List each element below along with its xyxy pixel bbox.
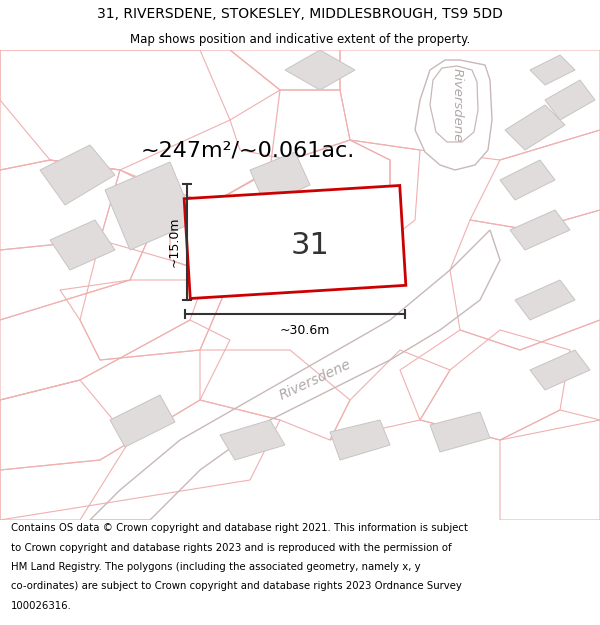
Polygon shape [505,105,565,150]
Text: Riversdene: Riversdene [277,357,353,402]
Text: co-ordinates) are subject to Crown copyright and database rights 2023 Ordnance S: co-ordinates) are subject to Crown copyr… [11,581,461,591]
Text: Map shows position and indicative extent of the property.: Map shows position and indicative extent… [130,32,470,46]
Polygon shape [515,280,575,320]
Text: ~30.6m: ~30.6m [280,324,330,336]
Polygon shape [415,60,492,170]
Text: Contains OS data © Crown copyright and database right 2021. This information is : Contains OS data © Crown copyright and d… [11,523,468,533]
Polygon shape [105,162,195,250]
Text: 31: 31 [290,231,329,259]
Polygon shape [500,160,555,200]
Polygon shape [330,420,390,460]
Polygon shape [530,55,575,85]
Text: Riversdene: Riversdene [451,68,464,142]
Text: 31, RIVERSDENE, STOKESLEY, MIDDLESBROUGH, TS9 5DD: 31, RIVERSDENE, STOKESLEY, MIDDLESBROUGH… [97,6,503,21]
Polygon shape [285,50,355,90]
Text: HM Land Registry. The polygons (including the associated geometry, namely x, y: HM Land Registry. The polygons (includin… [11,562,421,572]
Polygon shape [250,152,310,205]
Polygon shape [40,145,115,205]
Text: to Crown copyright and database rights 2023 and is reproduced with the permissio: to Crown copyright and database rights 2… [11,542,451,552]
Text: ~247m²/~0.061ac.: ~247m²/~0.061ac. [141,140,355,160]
Polygon shape [184,186,406,299]
Polygon shape [510,210,570,250]
Polygon shape [220,420,285,460]
Polygon shape [530,350,590,390]
Text: 100026316.: 100026316. [11,601,71,611]
Polygon shape [50,220,115,270]
Polygon shape [545,80,595,120]
Text: ~15.0m: ~15.0m [167,217,181,268]
Polygon shape [430,66,478,142]
Polygon shape [110,395,175,447]
Polygon shape [430,412,490,452]
